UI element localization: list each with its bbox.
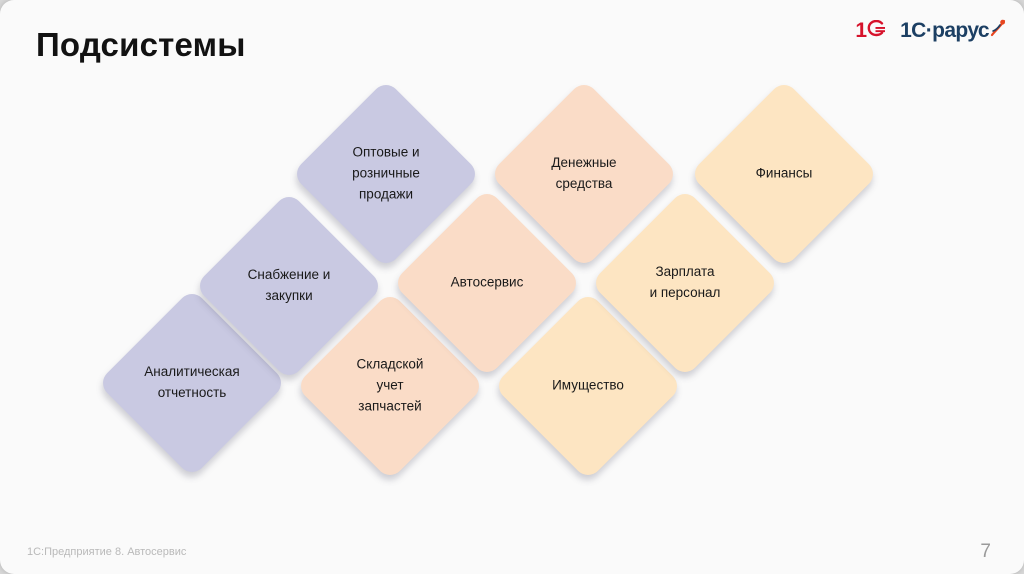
1c-rarus-logo: 1C·рарус (900, 19, 1006, 41)
page-title: Подсистемы (36, 26, 246, 63)
diagram-node[interactable]: Финансы (689, 79, 879, 269)
page-number: 7 (980, 541, 991, 562)
1c-logo: 1 (855, 18, 886, 42)
diagram-node-shape (689, 79, 879, 269)
1c-logo-c-icon (866, 19, 886, 37)
1c-rarus-logo-text: 1C·рарус (900, 18, 990, 42)
1c-logo-text: 1 (855, 18, 867, 42)
logo-bar: 1 1C·рарус (855, 19, 1006, 41)
footer-note: 1С:Предприятие 8. Автосервис (27, 546, 187, 558)
rarus-swoosh-icon (990, 19, 1006, 41)
